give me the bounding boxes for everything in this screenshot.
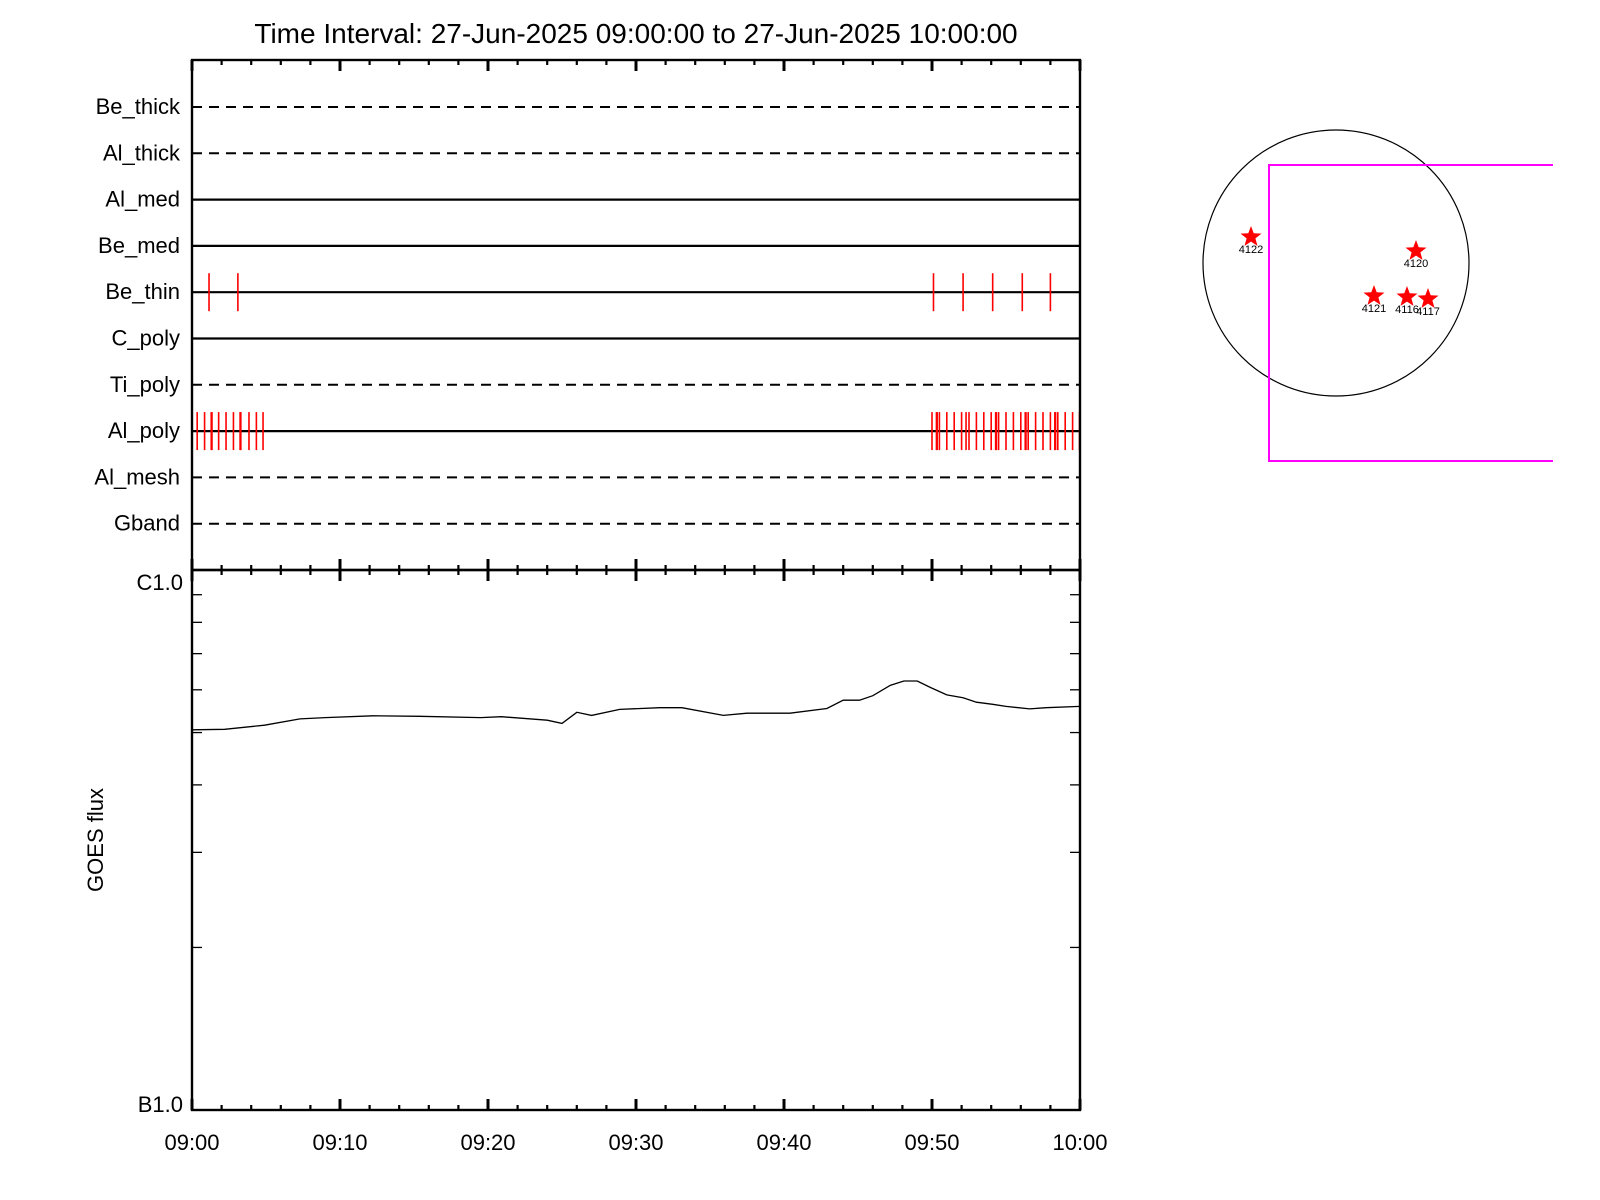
active-region-4120: 4120 [1404, 240, 1428, 270]
filter-label: Be_thick [96, 94, 181, 119]
active-region-4122: 4122 [1239, 226, 1263, 256]
active-region-label: 4122 [1239, 244, 1263, 256]
filter-label: Ti_poly [110, 372, 180, 397]
filter-label: Al_mesh [94, 464, 180, 489]
active-region-label: 4117 [1416, 306, 1440, 318]
y-axis-label: GOES flux [83, 788, 108, 892]
filter-row-be-thin: Be_thin [105, 273, 1080, 312]
star-icon [1396, 286, 1418, 306]
timeline-frame [190, 58, 1082, 572]
x-tick-label: 09:50 [904, 1130, 959, 1155]
chart-title: Time Interval: 27-Jun-2025 09:00:00 to 2… [254, 18, 1017, 49]
filter-row-al-med: Al_med [105, 187, 1080, 212]
active-region-4121: 4121 [1362, 285, 1386, 315]
star-icon [1417, 288, 1439, 308]
filter-label: Al_thick [103, 140, 181, 165]
filter-row-al-mesh: Al_mesh [94, 464, 1080, 489]
y-tick-label-top: C1.0 [137, 570, 183, 595]
star-icon [1240, 226, 1262, 246]
filter-row-c-poly: C_poly [112, 326, 1080, 351]
x-tick-labels: 09:00 09:10 09:20 09:30 09:40 09:50 10:00 [164, 1130, 1107, 1155]
goes-frame [190, 568, 1082, 1112]
star-icon [1363, 285, 1385, 305]
filter-label: C_poly [112, 326, 180, 351]
active-region-4117: 4117 [1416, 288, 1440, 318]
goes-flux-line [191, 680, 1081, 731]
solar-disk-limb [1202, 129, 1470, 397]
xrt-fov-box [1268, 164, 1553, 462]
filter-row-be-med: Be_med [98, 233, 1080, 258]
y-tick-label-bottom: B1.0 [138, 1092, 183, 1117]
star-icon [1405, 240, 1427, 260]
filter-row-gband: Gband [114, 511, 1080, 536]
goes-flux-panel: C1.0 B1.0 GOES flux [83, 568, 1082, 1117]
filter-timeline-panel: Be_thick Al_thick Al_med Be_med Be_thin C_pol… [94, 58, 1082, 581]
filter-row-al-poly: Al_poly [108, 412, 1081, 451]
active-region-4116: 4116 [1395, 286, 1419, 316]
x-tick-label: 09:00 [164, 1130, 219, 1155]
x-tick-label: 09:40 [756, 1130, 811, 1155]
active-region-label: 4120 [1404, 258, 1428, 270]
x-tick-label: 09:30 [608, 1130, 663, 1155]
x-tick-label: 09:20 [460, 1130, 515, 1155]
filter-label: Al_med [105, 187, 180, 212]
x-tick-label: 10:00 [1052, 1130, 1107, 1155]
active-region-label: 4116 [1395, 304, 1419, 316]
x-tick-label: 09:10 [312, 1130, 367, 1155]
filter-label: Al_poly [108, 418, 180, 443]
filter-label: Be_med [98, 233, 180, 258]
filter-row-al-thick: Al_thick [103, 140, 1080, 165]
filter-row-be-thick: Be_thick [96, 94, 1080, 119]
filter-label: Gband [114, 511, 180, 536]
active-region-label: 4121 [1362, 303, 1386, 315]
filter-row-ti-poly: Ti_poly [110, 372, 1080, 397]
filter-label: Be_thin [105, 279, 180, 304]
